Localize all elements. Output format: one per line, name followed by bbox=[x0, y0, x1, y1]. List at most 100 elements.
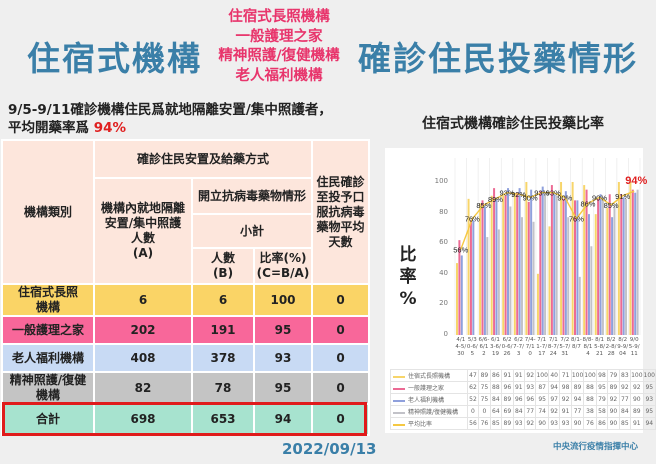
legend-value: 89 bbox=[478, 369, 491, 382]
header-col-a-line: 機構內就地隔離 bbox=[100, 201, 185, 215]
bar bbox=[636, 189, 639, 335]
data-label: 76% bbox=[465, 215, 480, 224]
average-line bbox=[460, 190, 635, 250]
bar bbox=[467, 198, 470, 335]
row-name-line: 精神照護/復健 bbox=[9, 373, 87, 387]
bar bbox=[530, 189, 533, 335]
row-name: 合計 bbox=[1, 403, 95, 436]
bar bbox=[634, 192, 637, 335]
y-tick-label: 80 bbox=[439, 207, 448, 216]
legend-value: 95 bbox=[535, 393, 549, 406]
bar bbox=[456, 263, 458, 335]
x-category-label: 8/1-8/7 bbox=[570, 337, 582, 350]
legend-value: 85 bbox=[618, 417, 632, 430]
x-category-label: 7/11-7/17 bbox=[536, 337, 548, 357]
bar bbox=[617, 182, 620, 335]
legend-value: 87 bbox=[535, 381, 549, 394]
legend-value: 89 bbox=[630, 405, 644, 418]
cell-days: 0 bbox=[311, 343, 370, 373]
legend-value: 96 bbox=[512, 393, 526, 406]
legend-value: 77 bbox=[523, 405, 537, 418]
header-col-a-line: (A) bbox=[132, 246, 154, 260]
ylabel-char: % bbox=[399, 289, 417, 309]
cell-c: 100 bbox=[253, 283, 313, 317]
legend-swatch-icon bbox=[393, 411, 405, 414]
data-label: 76% bbox=[569, 215, 584, 224]
bar bbox=[541, 186, 544, 335]
bar bbox=[520, 217, 523, 335]
header-days-line: 天數 bbox=[328, 234, 353, 249]
legend-value: 91 bbox=[501, 369, 514, 382]
bar bbox=[532, 221, 535, 335]
legend-value: 74 bbox=[535, 405, 549, 418]
legend-value: 98 bbox=[559, 381, 572, 394]
legend-row: 平均比率 56 76 85 89 93 92 90 93 93 90 76 86 90 85 91 94 bbox=[390, 417, 656, 430]
legend-value: 84 bbox=[512, 405, 526, 418]
row-name-line: 住宿式長照 bbox=[17, 285, 78, 299]
bar bbox=[495, 198, 498, 335]
header-days: 住民確診 至投予口 服抗病毒 藥物平均 天數 bbox=[311, 139, 370, 285]
bar bbox=[479, 203, 482, 335]
x-category-label: 7/18-7/24 bbox=[547, 337, 559, 357]
x-category-label: 7/4-7/10 bbox=[524, 337, 536, 357]
title-left: 住宿式機構 bbox=[27, 39, 202, 78]
legend-value: 96 bbox=[501, 381, 514, 394]
title-category-stack: 住宿式長照機構 一般護理之家 精神照護/復健機構 老人福利機構 bbox=[204, 8, 354, 86]
cell-b: 378 bbox=[191, 343, 255, 373]
legend-value: 89 bbox=[501, 393, 514, 406]
data-label: 89% bbox=[488, 195, 503, 204]
cell-days: 0 bbox=[311, 283, 370, 317]
bar bbox=[576, 200, 579, 335]
row-name: 老人福利機構 bbox=[1, 343, 95, 373]
legend-value: 93 bbox=[642, 393, 656, 406]
data-label: 94% bbox=[625, 175, 647, 187]
bar bbox=[502, 195, 505, 335]
table-row: 一般護理之家 202 191 95 0 bbox=[1, 315, 370, 345]
bar bbox=[504, 195, 507, 335]
bar bbox=[631, 189, 634, 335]
row-name: 住宿式長照 機構 bbox=[1, 283, 95, 317]
table-row: 精神照護/復健 機構 82 78 95 0 bbox=[1, 371, 370, 405]
bar bbox=[460, 255, 463, 335]
report-date: 2022/09/13 bbox=[282, 440, 377, 458]
title-category: 老人福利機構 bbox=[235, 67, 323, 84]
y-tick-label: 40 bbox=[439, 268, 448, 277]
data-label: 93% bbox=[546, 189, 561, 198]
header-col-b: 人數 (B) bbox=[191, 247, 255, 285]
legend-value: 89 bbox=[607, 381, 620, 394]
bar bbox=[625, 198, 628, 335]
legend-value: 95 bbox=[595, 381, 609, 394]
data-label: 90% bbox=[557, 193, 572, 202]
cell-a: 408 bbox=[93, 343, 193, 373]
legend-entry: 平均比率 bbox=[390, 417, 468, 430]
legend-value: 52 bbox=[466, 393, 480, 406]
bar bbox=[590, 246, 593, 335]
header-col-b-line: (B) bbox=[212, 266, 234, 280]
legend-value: 90 bbox=[570, 417, 585, 430]
legend-value: 90 bbox=[607, 417, 620, 430]
bar bbox=[601, 197, 604, 335]
subtitle-line2: 平均開藥率爲 94% bbox=[8, 119, 332, 137]
bar bbox=[493, 188, 496, 335]
data-label: 91% bbox=[615, 192, 630, 201]
legend-value: 93 bbox=[523, 381, 537, 394]
medication-table: 機構類別 確診住民安置及給藥方式 住民確診 至投予口 服抗病毒 藥物平均 天數 … bbox=[1, 139, 370, 436]
legend-value: 98 bbox=[595, 369, 609, 382]
legend-value: 77 bbox=[618, 393, 632, 406]
legend-entry: 一般護理之家 bbox=[390, 381, 468, 394]
header-group: 確診住民安置及給藥方式 bbox=[93, 139, 313, 179]
cell-b: 191 bbox=[191, 315, 255, 345]
bar bbox=[597, 198, 600, 335]
table-row: 住宿式長照 機構 6 6 100 0 bbox=[1, 283, 370, 317]
header-antiviral: 開立抗病毒藥物情形 bbox=[191, 177, 313, 215]
header-col-a-line: 安置/集中照護 bbox=[104, 216, 182, 230]
bar bbox=[613, 206, 616, 335]
legend-value: 93 bbox=[512, 417, 526, 430]
x-category-label: 8/15-8/21 bbox=[594, 337, 605, 357]
ylabel-char: 比 bbox=[399, 245, 417, 265]
legend-value: 91 bbox=[559, 405, 572, 418]
legend-value: 92 bbox=[618, 381, 632, 394]
legend-row: 精神照護/復健機構 0 0 64 69 84 77 74 92 91 77 38 58 90 84 89 95 bbox=[390, 405, 656, 418]
bar bbox=[490, 195, 493, 335]
row-name: 精神照護/復健 機構 bbox=[1, 371, 95, 405]
